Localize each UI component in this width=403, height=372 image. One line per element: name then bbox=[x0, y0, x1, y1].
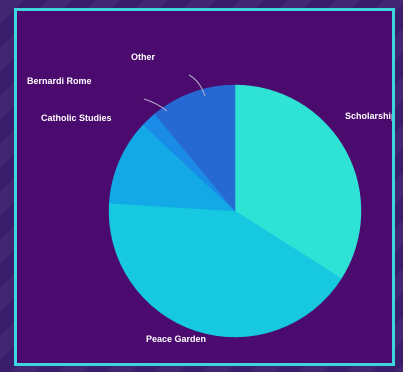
slice-label-catholic-studies: Catholic Studies bbox=[41, 113, 112, 123]
leader-lines bbox=[143, 74, 206, 112]
slice-label-peace-garden: Peace Garden bbox=[146, 334, 206, 344]
leader-line-bernardi-rome bbox=[143, 98, 168, 112]
leader-line-other bbox=[188, 74, 206, 97]
slice-label-scholarship: Scholarship bbox=[345, 111, 392, 121]
pie-slice-catholic-studies bbox=[108, 124, 236, 212]
pie-slice-peace-garden bbox=[108, 202, 342, 338]
pie-slices bbox=[108, 84, 362, 338]
slice-label-other: Other bbox=[131, 52, 156, 62]
pie-chart: Scholarship Peace Garden Catholic Studie… bbox=[27, 52, 392, 344]
pie-slice-scholarship bbox=[234, 84, 362, 279]
pie-slice-other bbox=[154, 84, 236, 212]
slice-label-bernardi-rome: Bernardi Rome bbox=[27, 76, 92, 86]
chart-panel: Scholarship Peace Garden Catholic Studie… bbox=[14, 8, 395, 366]
